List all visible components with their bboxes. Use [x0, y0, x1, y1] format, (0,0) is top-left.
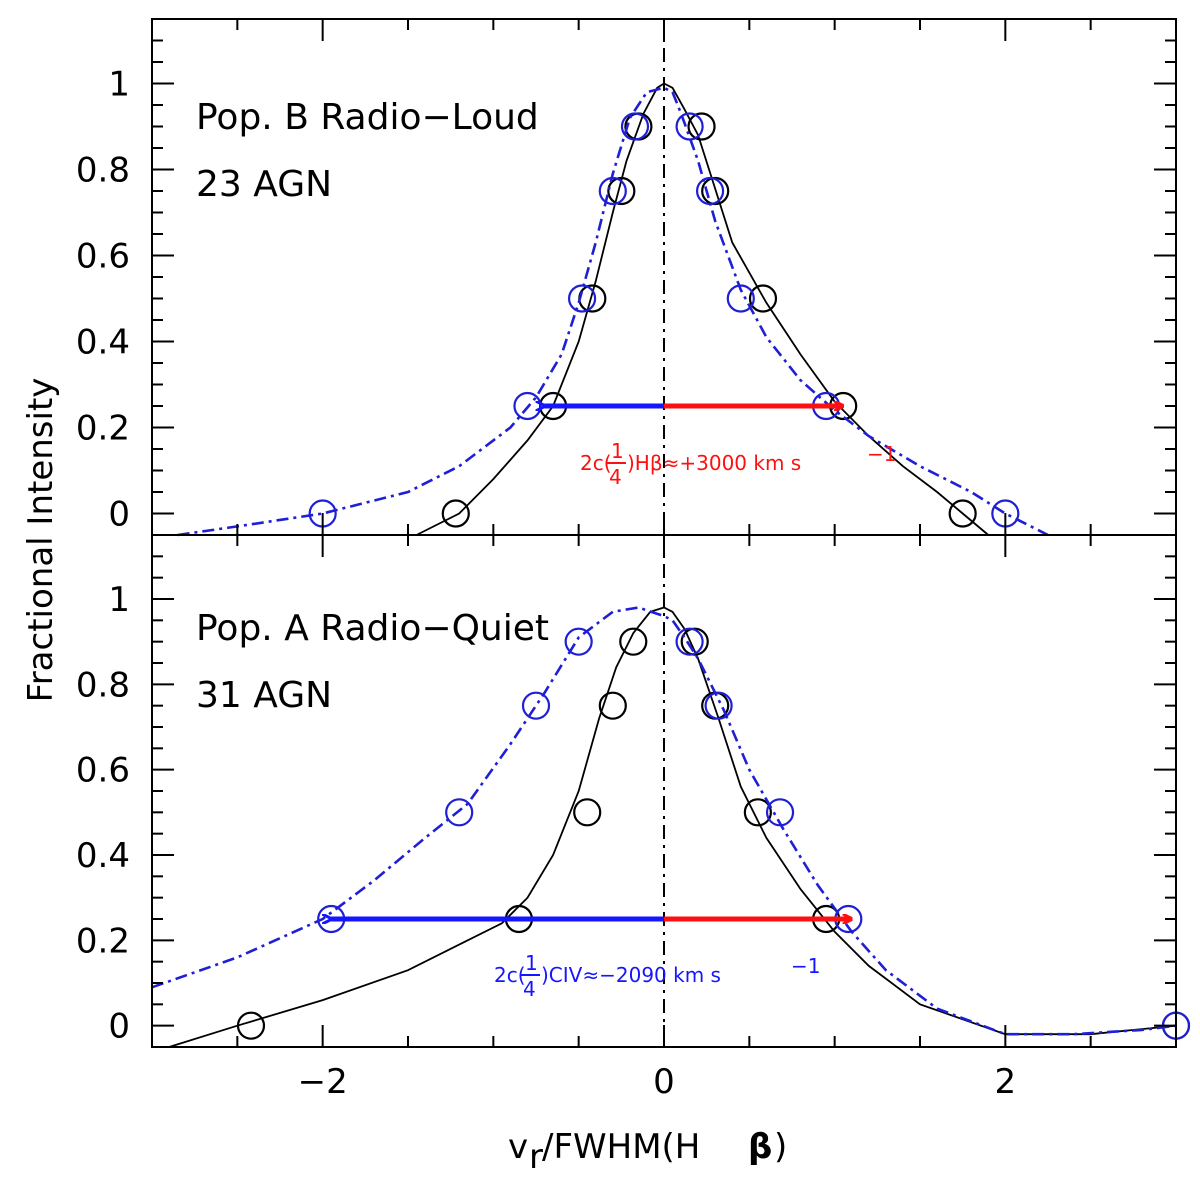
civ-data-point	[620, 112, 650, 141]
annotation-hbeta: 2c( 1 4 )Hβ≈+3000 km s −1	[580, 439, 896, 489]
y-tick-label: 0.8	[76, 151, 130, 191]
annotation-prefix: 2c(	[494, 963, 526, 987]
x-axis-title-sub: r	[529, 1137, 543, 1177]
civ-profile-line	[151, 606, 1177, 1036]
y-tick-label: 0.8	[76, 665, 130, 705]
hbeta-data-point	[948, 499, 977, 528]
hbeta-data-point	[236, 1011, 266, 1040]
hbeta-data-point	[573, 798, 602, 827]
civ-data-point	[521, 691, 551, 720]
hbeta-data-point	[743, 798, 772, 827]
civ-data-point	[445, 798, 474, 827]
axes-frames: 0 0.2 0.4 0.6 0.8 1 0 0.2 0.4 0.6 0.8 1 −2 0 2	[76, 18, 1177, 1102]
panel-label-count: 23 AGN	[196, 164, 332, 205]
hbeta-data-point	[619, 627, 648, 656]
x-tick-label: 0	[653, 1062, 675, 1102]
y-tick-label: 0.2	[76, 409, 130, 449]
civ-data-point	[564, 627, 593, 656]
y-tick-label: 0	[108, 495, 130, 535]
panel-top: Pop. B Radio−Loud 23 AGN 2c( 1 4 )Hβ≈+30…	[177, 19, 1049, 537]
annotation-exp: −1	[791, 954, 820, 978]
y-tick-label: 1	[108, 65, 130, 105]
annotation-suffix: )Hβ≈+3000 km s	[627, 451, 801, 475]
x-axis-title-close: )	[774, 1127, 787, 1167]
x-axis-title-rest: /FWHM(H	[542, 1127, 700, 1167]
y-tick-label: 0.2	[76, 921, 130, 961]
hbeta-data-point	[598, 691, 627, 720]
hbeta-data-point	[607, 176, 636, 206]
x-axis-title: v r /FWHM(H β )	[508, 1127, 787, 1177]
annotation-frac-num: 1	[525, 951, 538, 975]
y-tick-label: 0.4	[76, 323, 130, 363]
civ-profile-line	[177, 86, 1049, 537]
civ-data-point	[695, 176, 725, 206]
hbeta-data-point	[687, 112, 716, 141]
panel-bottom: Pop. A Radio−Quiet 31 AGN 2c( 1 4 )CIV≈−…	[151, 535, 1191, 1048]
y-tick-label: 0	[108, 1007, 130, 1047]
panel-label-population: Pop. B Radio−Loud	[196, 97, 539, 138]
civ-data-point	[726, 284, 755, 313]
annotation-civ: 2c( 1 4 )CIV≈−2090 km s −1	[494, 951, 820, 1001]
hbeta-profile-line	[168, 606, 1177, 1048]
civ-data-point	[675, 627, 704, 656]
civ-data-point	[598, 176, 627, 206]
y-axis-title: Fractional Intensity	[21, 378, 61, 703]
x-axis-title-greek: β	[748, 1127, 772, 1167]
hbeta-data-point	[748, 284, 778, 313]
civ-data-point	[765, 798, 795, 827]
annotation-exp: −1	[867, 442, 896, 466]
annotation-frac-den: 4	[609, 465, 622, 489]
y-tick-label: 1	[108, 580, 130, 620]
panel-label-population: Pop. A Radio−Quiet	[196, 608, 549, 649]
x-axis-title-v: v	[508, 1127, 528, 1167]
civ-data-point	[704, 691, 733, 720]
civ-data-point	[567, 284, 597, 313]
x-tick-label: 2	[995, 1062, 1017, 1102]
y-tick-label: 0.6	[76, 237, 130, 277]
y-tick-label: 0.6	[76, 751, 130, 791]
civ-data-point	[675, 112, 704, 141]
annotation-frac-den: 4	[523, 977, 536, 1001]
x-tick-label: −2	[298, 1062, 348, 1102]
panel-label-count: 31 AGN	[196, 675, 332, 716]
y-tick-label: 0.4	[76, 836, 130, 876]
annotation-suffix: )CIV≈−2090 km s	[541, 963, 721, 987]
hbeta-data-point	[441, 499, 470, 528]
annotation-prefix: 2c(	[580, 451, 612, 475]
annotation-frac-num: 1	[611, 439, 624, 463]
